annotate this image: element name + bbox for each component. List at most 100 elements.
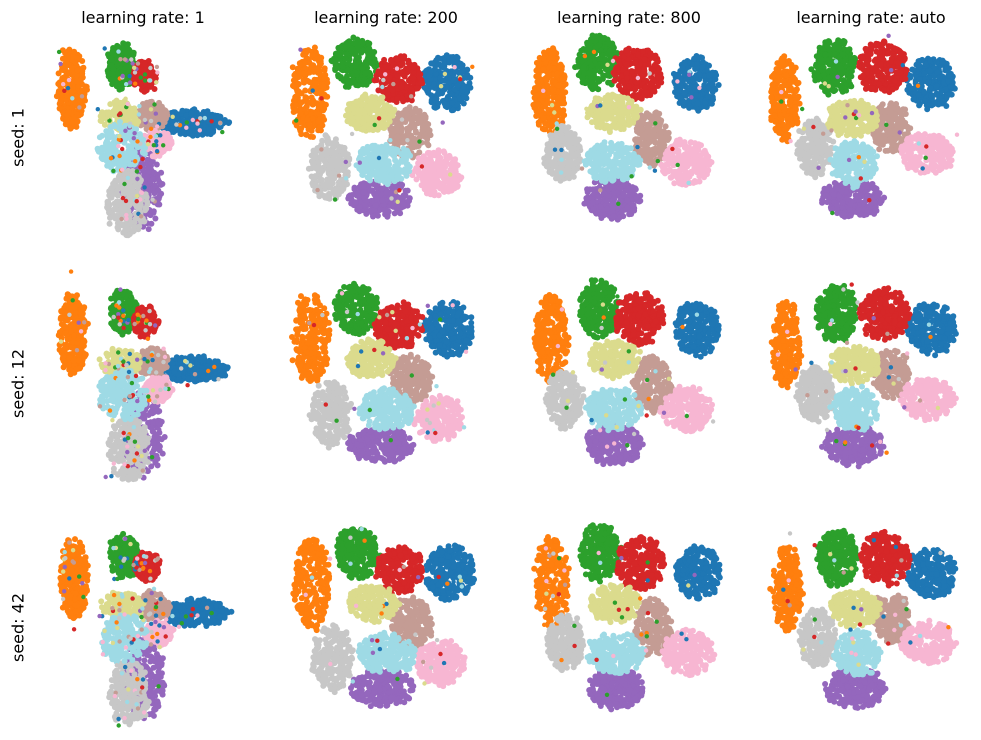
data-point (450, 171, 457, 178)
data-point (439, 90, 446, 97)
data-point (135, 176, 140, 181)
data-point (385, 145, 392, 152)
data-point (311, 66, 318, 73)
row-label: seed: 42 (9, 568, 28, 688)
data-point (107, 141, 113, 148)
data-point (346, 101, 352, 108)
data-point (321, 158, 328, 164)
data-point (440, 77, 447, 84)
data-point (376, 116, 382, 121)
data-point (326, 164, 333, 171)
data-point (376, 155, 382, 161)
data-point (118, 111, 123, 116)
data-point (145, 226, 152, 233)
data-point (333, 140, 340, 147)
data-point (452, 156, 459, 163)
data-point (316, 111, 323, 117)
data-point (448, 90, 455, 97)
data-point (67, 125, 74, 132)
data-point (389, 202, 396, 208)
data-point (394, 96, 401, 102)
data-point (388, 132, 395, 139)
cluster-group (409, 147, 465, 199)
data-point (406, 60, 413, 67)
data-point (218, 120, 223, 126)
data-point (65, 105, 70, 110)
data-point (368, 144, 375, 151)
data-point (370, 60, 376, 67)
data-point (133, 121, 140, 128)
data-point (374, 195, 380, 202)
data-point (530, 101, 537, 108)
data-point (409, 94, 414, 99)
data-point (125, 156, 132, 163)
data-point (561, 100, 568, 107)
data-point (291, 83, 298, 90)
data-point (184, 125, 189, 130)
data-point (712, 71, 719, 78)
data-point (303, 104, 309, 111)
data-point (61, 82, 66, 87)
data-point (334, 65, 340, 72)
data-point (59, 47, 66, 54)
data-point (136, 112, 142, 117)
data-point (127, 73, 132, 79)
data-point (677, 81, 684, 88)
data-point (349, 131, 355, 137)
data-point (681, 60, 688, 67)
data-point (73, 72, 80, 78)
data-point (202, 115, 207, 121)
data-point (95, 107, 100, 112)
data-point (181, 129, 188, 136)
data-point (454, 183, 461, 190)
data-point (179, 107, 186, 114)
data-point (534, 78, 541, 85)
data-point (436, 181, 443, 188)
data-point (297, 99, 304, 106)
data-point (540, 66, 547, 73)
data-point (57, 97, 64, 104)
column-title: learning rate: auto (756, 8, 981, 27)
data-point (700, 85, 707, 92)
data-point (125, 185, 132, 191)
data-point (691, 55, 698, 62)
data-point (345, 195, 352, 202)
data-point (131, 219, 138, 226)
data-point (442, 184, 449, 191)
data-point (350, 115, 357, 122)
data-point (359, 101, 366, 108)
data-point (693, 105, 700, 112)
data-point (73, 78, 80, 85)
data-point (138, 164, 143, 170)
data-point (440, 120, 445, 125)
data-point (161, 143, 166, 148)
data-point (66, 69, 73, 76)
data-point (296, 90, 303, 97)
data-point (116, 137, 122, 142)
data-point (561, 73, 568, 80)
data-point (134, 199, 139, 204)
data-point (323, 152, 330, 159)
data-point (133, 159, 138, 164)
data-point (406, 163, 413, 170)
data-point (442, 169, 449, 176)
data-point (79, 94, 85, 99)
data-point (431, 104, 438, 111)
data-point (136, 145, 141, 150)
data-point (533, 113, 540, 119)
data-point (404, 187, 411, 194)
data-point (380, 171, 387, 178)
data-point (293, 102, 300, 109)
data-point (321, 116, 328, 123)
data-point (136, 223, 143, 230)
data-point (148, 115, 154, 120)
data-point (366, 126, 373, 132)
data-point (340, 151, 347, 158)
data-point (534, 73, 541, 80)
data-point (379, 186, 386, 193)
data-point (400, 133, 407, 140)
data-point (108, 156, 114, 161)
data-point (170, 114, 175, 120)
data-point (313, 52, 320, 59)
data-point (144, 174, 151, 181)
